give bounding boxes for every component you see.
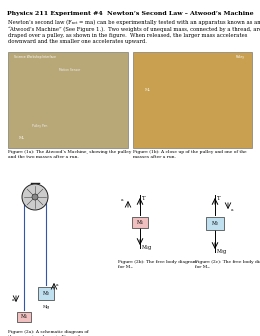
Text: M₁: M₁ bbox=[21, 314, 28, 320]
Text: a: a bbox=[120, 198, 123, 202]
Text: M₁g: M₁g bbox=[142, 245, 152, 250]
Text: Physics 211 Experiment #4  Newton’s Second Law – Atwood’s Machine: Physics 211 Experiment #4 Newton’s Secon… bbox=[7, 11, 253, 16]
Text: Motion Sensor: Motion Sensor bbox=[59, 68, 81, 72]
Text: Figure (2c): The free body diagram
for M₂.: Figure (2c): The free body diagram for M… bbox=[195, 260, 260, 269]
Text: a: a bbox=[11, 298, 14, 302]
Text: Pulley: Pulley bbox=[236, 55, 245, 59]
Bar bbox=[206, 217, 224, 230]
Text: a: a bbox=[56, 283, 58, 287]
Text: M₂: M₂ bbox=[42, 291, 49, 296]
Text: M₁: M₁ bbox=[19, 136, 25, 140]
Text: T: T bbox=[142, 196, 146, 201]
Bar bbox=[132, 217, 148, 228]
Text: Mg: Mg bbox=[42, 305, 49, 309]
Text: Newton’s second law (Fₙₑₜ = ma) can be experimentally tested with an apparatus k: Newton’s second law (Fₙₑₜ = ma) can be e… bbox=[8, 20, 260, 44]
Text: M₂: M₂ bbox=[145, 88, 151, 92]
Circle shape bbox=[22, 184, 48, 210]
Text: Figure (1b): A close up of the pulley and one of the
masses after a run.: Figure (1b): A close up of the pulley an… bbox=[133, 150, 247, 159]
Text: M₂: M₂ bbox=[211, 221, 218, 226]
Circle shape bbox=[32, 194, 38, 200]
Text: Science Workshop Interface: Science Workshop Interface bbox=[14, 55, 56, 59]
Text: Pulley Pan: Pulley Pan bbox=[32, 124, 48, 128]
Text: M₂g: M₂g bbox=[217, 249, 227, 253]
Text: Figure (2b): The free body diagram
for M₁.: Figure (2b): The free body diagram for M… bbox=[118, 260, 197, 269]
Text: Figure (1a): The Atwood’s Machine, showing the pulley
and the two masses after a: Figure (1a): The Atwood’s Machine, showi… bbox=[8, 150, 131, 159]
Bar bbox=[133, 52, 252, 148]
Text: Figure (2a): A schematic diagram of
the apparatus shown in Figure 1.: Figure (2a): A schematic diagram of the … bbox=[8, 330, 89, 336]
Bar bbox=[38, 287, 54, 300]
Text: M₁: M₁ bbox=[136, 220, 144, 225]
Text: a: a bbox=[231, 208, 234, 212]
Bar bbox=[17, 312, 31, 322]
Text: T: T bbox=[217, 196, 220, 201]
Bar bbox=[8, 52, 128, 148]
